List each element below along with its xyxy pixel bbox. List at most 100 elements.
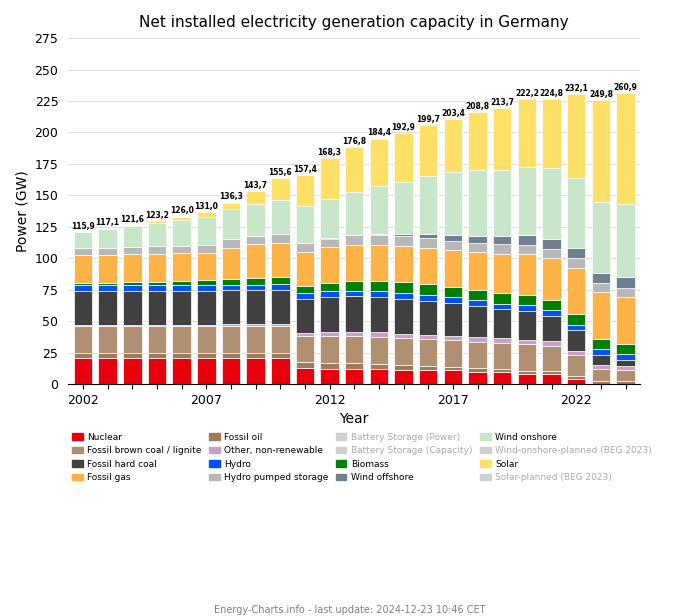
Bar: [99, 229, 117, 248]
Bar: [444, 119, 462, 172]
Bar: [197, 325, 216, 326]
Bar: [295, 362, 314, 368]
Bar: [74, 285, 92, 291]
Text: Energy-Charts.info - last update: 2024-12-23 10:46 CET: Energy-Charts.info - last update: 2024-1…: [214, 605, 486, 615]
Bar: [616, 344, 635, 354]
Bar: [542, 346, 561, 371]
Bar: [246, 326, 265, 352]
Bar: [74, 283, 92, 285]
Bar: [123, 359, 141, 384]
Bar: [271, 243, 290, 277]
Bar: [370, 139, 389, 186]
Bar: [468, 236, 486, 243]
Bar: [567, 267, 585, 314]
Bar: [74, 291, 92, 325]
Bar: [197, 291, 216, 325]
Bar: [172, 326, 191, 352]
Bar: [345, 336, 363, 363]
Bar: [493, 309, 512, 338]
Bar: [419, 334, 438, 339]
Bar: [197, 245, 216, 253]
Bar: [222, 352, 240, 359]
Bar: [468, 290, 486, 301]
Bar: [493, 169, 512, 237]
Bar: [271, 352, 290, 359]
Bar: [394, 299, 413, 334]
Text: 249,8: 249,8: [589, 89, 613, 99]
Bar: [321, 369, 339, 384]
Text: 115,9: 115,9: [71, 222, 94, 231]
Bar: [345, 192, 363, 235]
Bar: [567, 379, 585, 384]
Bar: [542, 316, 561, 341]
Bar: [444, 367, 462, 370]
Text: 121,6: 121,6: [120, 214, 144, 224]
Bar: [444, 241, 462, 250]
Bar: [99, 248, 117, 255]
Bar: [493, 369, 512, 372]
Bar: [172, 246, 191, 253]
Bar: [394, 282, 413, 293]
Bar: [321, 238, 339, 248]
Bar: [123, 226, 141, 247]
Bar: [321, 199, 339, 238]
Bar: [148, 359, 166, 384]
Bar: [592, 381, 610, 384]
Text: 126,0: 126,0: [169, 206, 193, 216]
Bar: [74, 352, 92, 359]
Bar: [542, 299, 561, 310]
Bar: [123, 352, 141, 359]
Bar: [419, 176, 438, 234]
Bar: [444, 303, 462, 336]
Bar: [99, 325, 117, 326]
Bar: [517, 245, 536, 254]
Bar: [567, 330, 585, 351]
Bar: [517, 371, 536, 374]
Bar: [271, 326, 290, 352]
Bar: [222, 248, 240, 279]
Bar: [271, 178, 290, 200]
Bar: [517, 254, 536, 294]
Text: 176,8: 176,8: [342, 137, 366, 145]
Bar: [517, 306, 536, 311]
Bar: [295, 286, 314, 293]
Bar: [321, 363, 339, 369]
Bar: [592, 202, 610, 272]
Bar: [246, 290, 265, 324]
Bar: [271, 200, 290, 234]
Bar: [345, 363, 363, 369]
Bar: [517, 311, 536, 340]
Text: 143,7: 143,7: [244, 181, 267, 190]
Bar: [123, 285, 141, 291]
Bar: [468, 252, 486, 290]
Text: 136,3: 136,3: [219, 192, 243, 201]
Bar: [222, 209, 240, 240]
Bar: [321, 336, 339, 363]
Bar: [419, 366, 438, 370]
Bar: [567, 325, 585, 330]
Bar: [148, 325, 166, 326]
Bar: [148, 246, 166, 254]
Bar: [567, 94, 585, 178]
Bar: [542, 258, 561, 299]
Bar: [246, 236, 265, 245]
Bar: [468, 368, 486, 372]
Bar: [246, 324, 265, 326]
Bar: [370, 337, 389, 364]
Bar: [394, 237, 413, 246]
Bar: [295, 333, 314, 336]
Bar: [99, 285, 117, 291]
Bar: [172, 253, 191, 281]
Bar: [370, 291, 389, 297]
Bar: [172, 285, 191, 291]
Bar: [493, 108, 512, 169]
Bar: [222, 279, 240, 285]
Bar: [74, 232, 92, 248]
Bar: [517, 235, 536, 245]
Bar: [616, 288, 635, 298]
Bar: [394, 365, 413, 370]
Bar: [197, 352, 216, 359]
Bar: [567, 376, 585, 379]
Bar: [419, 284, 438, 295]
Bar: [394, 182, 413, 234]
